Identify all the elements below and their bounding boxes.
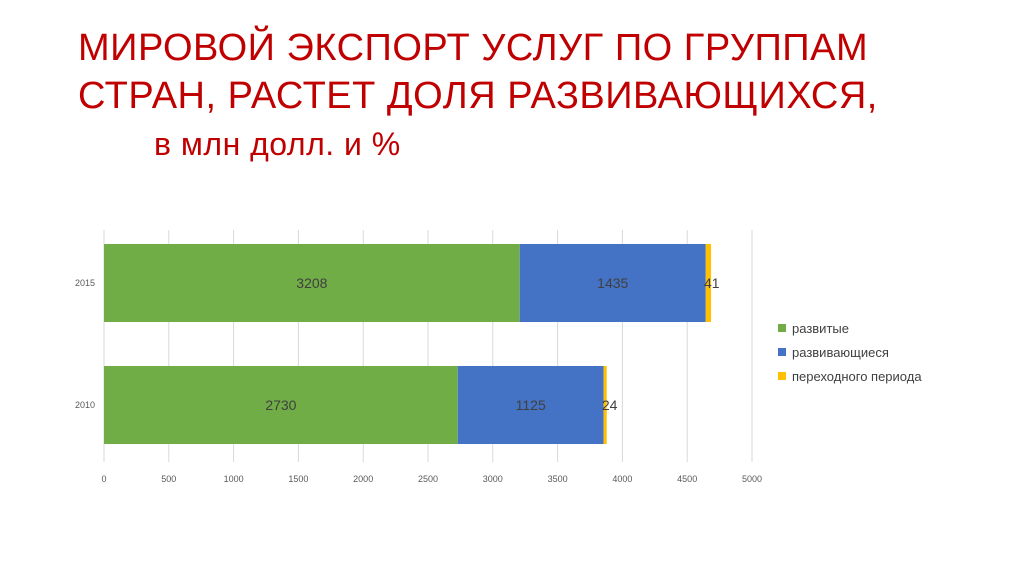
legend-label: развивающиеся: [792, 344, 889, 360]
data-label: 24: [602, 397, 618, 413]
data-label: 1435: [597, 275, 628, 291]
bar-segment: [519, 244, 706, 322]
x-tick-label: 500: [161, 474, 176, 484]
bar-segment: [104, 244, 520, 322]
x-tick-label: 3500: [548, 474, 568, 484]
data-label: 1125: [516, 397, 546, 413]
title-line-2: СТРАН, РАСТЕТ ДОЛЯ РАЗВИВАЮЩИХСЯ,: [78, 75, 878, 117]
x-tick-label: 1500: [288, 474, 308, 484]
bar-segment: [705, 244, 712, 322]
title-line-1: МИРОВОЙ ЭКСПОРТ УСЛУГ ПО ГРУППАМ: [78, 27, 869, 69]
legend-item: развивающиеся: [778, 340, 922, 364]
legend-label: переходного периода: [792, 368, 922, 384]
y-category-label: 2010: [75, 400, 95, 410]
x-tick-label: 1000: [224, 474, 244, 484]
legend-swatch: [778, 372, 786, 380]
legend-swatch: [778, 324, 786, 332]
bar-segment: [104, 366, 458, 444]
x-tick-label: 0: [101, 474, 106, 484]
y-category-label: 2015: [75, 278, 95, 288]
chart-legend: развитые развивающиеся переходного периода: [778, 316, 922, 388]
x-tick-label: 2500: [418, 474, 438, 484]
x-tick-label: 4000: [612, 474, 632, 484]
data-label: 2730: [265, 397, 296, 413]
legend-item: развитые: [778, 316, 922, 340]
x-tick-label: 4500: [677, 474, 697, 484]
x-tick-label: 2000: [353, 474, 373, 484]
bar-segment: [603, 366, 607, 444]
x-tick-label: 3000: [483, 474, 503, 484]
legend-swatch: [778, 348, 786, 356]
data-label: 41: [704, 275, 720, 291]
legend-label: развитые: [792, 320, 849, 336]
bar-segment: [457, 366, 604, 444]
slide-title: МИРОВОЙ ЭКСПОРТ УСЛУГ ПО ГРУППАМ СТРАН, …: [78, 24, 878, 168]
x-tick-label: 5000: [742, 474, 762, 484]
data-label: 3208: [296, 275, 327, 291]
title-line-3: в млн долл. и %: [154, 126, 401, 162]
legend-item: переходного периода: [778, 364, 922, 388]
